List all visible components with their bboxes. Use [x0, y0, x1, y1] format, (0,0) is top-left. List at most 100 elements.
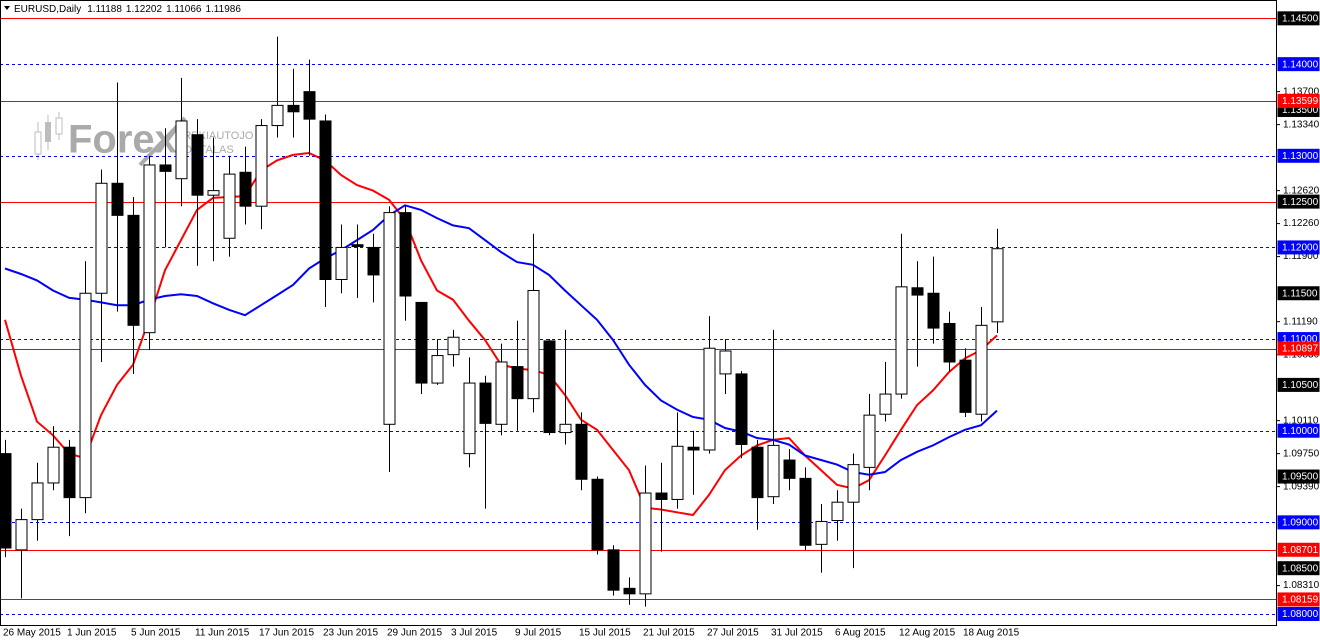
- x-tick-label: 6 Aug 2015: [835, 628, 886, 639]
- candle-body: [367, 246, 380, 276]
- candle-body: [95, 182, 108, 294]
- candle-body: [959, 359, 972, 413]
- price-box-label: 1.10500: [1282, 380, 1319, 391]
- y-tick-label: 1.11900: [1283, 251, 1319, 262]
- candle-body: [335, 246, 348, 281]
- price-box: [1277, 93, 1320, 108]
- candle-body: [383, 212, 396, 425]
- candle-body: [31, 482, 44, 521]
- candle-body: [415, 301, 428, 384]
- candle-body: [703, 347, 716, 451]
- logo-candle: [45, 122, 51, 142]
- candle-body: [895, 286, 908, 395]
- x-tick-label: 23 Jun 2015: [323, 628, 378, 639]
- price-box: [1277, 515, 1320, 530]
- candle-body: [927, 292, 940, 329]
- x-tick-label: 11 Jun 2015: [195, 628, 250, 639]
- price-box: [1277, 592, 1320, 607]
- candle-body: [911, 287, 924, 296]
- price-box-label: 1.09000: [1282, 518, 1319, 529]
- candle-body: [671, 445, 684, 500]
- candle-body: [271, 104, 284, 127]
- header-value: 1.11066: [166, 4, 202, 15]
- candle-body: [655, 492, 668, 500]
- price-box-label: 1.08159: [1282, 595, 1319, 606]
- price-box-label: 1.12000: [1282, 243, 1319, 254]
- candle-body: [175, 120, 188, 180]
- candle-body: [543, 340, 556, 434]
- candle-body: [127, 214, 140, 326]
- candle-body: [47, 446, 60, 484]
- price-box: [1277, 542, 1320, 557]
- header-value: 1.12202: [126, 4, 163, 15]
- y-tick-label: 1.13700: [1283, 86, 1320, 97]
- price-box: [1277, 423, 1320, 438]
- candle-body: [591, 478, 604, 551]
- price-box: [1277, 286, 1320, 301]
- candle-body: [351, 244, 364, 248]
- candle-body: [783, 459, 796, 479]
- candle-body: [735, 373, 748, 445]
- price-box: [1277, 11, 1320, 26]
- candle-body: [991, 248, 1004, 323]
- price-box: [1277, 194, 1320, 209]
- candle-body: [399, 212, 412, 297]
- candle-body: [319, 120, 332, 281]
- x-tick-label: 3 Jul 2015: [451, 628, 498, 639]
- y-tick-label: 1.12620: [1283, 185, 1320, 196]
- price-box-label: 1.13500: [1282, 105, 1319, 116]
- candle-body: [431, 355, 444, 384]
- y-tick-label: 1.12260: [1283, 218, 1320, 229]
- plot: [0, 18, 1276, 615]
- header: EURUSD,Daily 1.11188 1.12202 1.11066 1.11986: [14, 4, 241, 15]
- price-box-label: 1.08500: [1282, 563, 1319, 574]
- y-tick-label: 1.09750: [1283, 448, 1320, 459]
- x-tick-label: 27 Jul 2015: [707, 628, 759, 639]
- candle-body: [79, 292, 92, 499]
- price-box-label: 1.08000: [1282, 609, 1319, 620]
- candle-body: [687, 446, 700, 451]
- x-tick-label: 15 Jul 2015: [579, 628, 631, 639]
- candle-body: [943, 322, 956, 363]
- candle-body: [511, 366, 524, 400]
- candle-body: [479, 382, 492, 424]
- watermark-tagline: PORTALAS: [176, 144, 234, 156]
- price-box-label: 1.13599: [1282, 96, 1319, 107]
- x-tick-label: 9 Jul 2015: [515, 628, 562, 639]
- candle-body: [223, 173, 236, 239]
- x-tick-label: 31 Jul 2015: [771, 628, 823, 639]
- candle-body: [847, 464, 860, 503]
- price-box: [1277, 469, 1320, 484]
- candle-body: [559, 423, 572, 434]
- watermark-brand: Forex: [68, 118, 177, 162]
- candle-body: [111, 182, 124, 216]
- y-tick-label: 1.10110: [1283, 415, 1319, 426]
- price-box-label: 1.14500: [1282, 13, 1319, 24]
- price-box-label: 1.08701: [1282, 545, 1319, 556]
- candle-body: [447, 336, 460, 356]
- price-box: [1277, 377, 1320, 392]
- candle-body: [63, 446, 76, 499]
- price-box-label: 1.11000: [1282, 334, 1318, 345]
- price-box: [1277, 148, 1320, 163]
- candle-body: [639, 492, 652, 595]
- moving-average: [4, 204, 998, 476]
- candle-body: [495, 361, 508, 425]
- candle-body: [463, 382, 476, 455]
- candle-body: [975, 324, 988, 415]
- y-tick-label: 1.08310: [1283, 580, 1320, 591]
- price-box: [1277, 341, 1320, 356]
- candle-body: [879, 393, 892, 415]
- watermark-tagline: PREKIAUTOJO: [176, 130, 254, 142]
- candle-body: [607, 549, 620, 591]
- candle-body: [719, 350, 732, 375]
- price-box-label: 1.14000: [1282, 59, 1319, 70]
- menu-arrow: [4, 6, 10, 10]
- candle-body: [15, 519, 28, 551]
- price-box-label: 1.09500: [1282, 472, 1319, 483]
- candle-body: [623, 587, 636, 595]
- candle-body: [207, 190, 220, 196]
- logo-candle: [34, 131, 42, 155]
